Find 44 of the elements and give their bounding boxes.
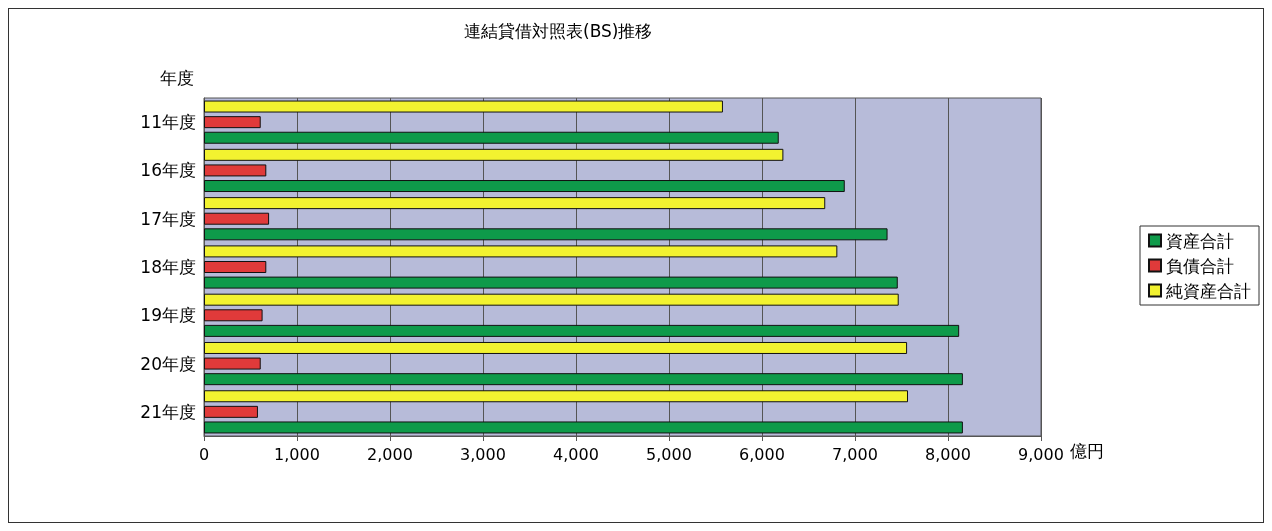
legend-label: 資産合計 (1166, 230, 1234, 251)
bar (204, 164, 267, 177)
bar (204, 116, 261, 129)
bar (204, 131, 779, 144)
x-tick-label: 0 (198, 444, 210, 464)
x-axis-title: 億円 (1069, 440, 1104, 461)
y-tick-label: 11年度 (140, 112, 196, 133)
bar (204, 100, 723, 113)
bar (204, 245, 838, 258)
bar (204, 309, 263, 322)
bar (204, 228, 888, 241)
x-tick-label: 8,000 (925, 444, 971, 464)
x-tick-label: 4,000 (553, 444, 599, 464)
x-tick-label: 3,000 (460, 444, 506, 464)
bar (204, 421, 963, 434)
bar (204, 180, 845, 193)
bar (204, 276, 898, 289)
y-tick-label: 20年度 (140, 353, 196, 374)
bar (204, 405, 258, 418)
y-tick-label: 18年度 (140, 257, 196, 277)
bar (204, 390, 909, 403)
bar (204, 324, 960, 337)
bar (204, 293, 899, 306)
y-tick-label: 16年度 (140, 160, 196, 181)
bar (204, 148, 784, 161)
bar (204, 197, 826, 210)
x-tick-label: 9,000 (1018, 444, 1064, 464)
x-tick-label: 2,000 (367, 444, 413, 464)
bar (204, 212, 270, 225)
bar (204, 261, 267, 273)
legend-label: 負債合計 (1166, 255, 1234, 276)
x-tick-label: 1,000 (274, 444, 320, 464)
bar (204, 373, 963, 386)
x-tick-label: 6,000 (739, 444, 785, 464)
x-tick-label: 7,000 (832, 444, 878, 464)
y-tick-label: 21年度 (140, 401, 196, 422)
y-axis-title: 年度 (160, 67, 194, 88)
x-tick-label: 5,000 (646, 444, 692, 464)
legend-label: 純資産合計 (1166, 280, 1251, 301)
y-tick-label: 17年度 (140, 208, 196, 229)
chart-title: 連結貸借対照表(BS)推移 (464, 20, 653, 41)
y-tick-label: 19年度 (140, 305, 196, 326)
bar (204, 341, 908, 354)
bar (204, 357, 261, 370)
